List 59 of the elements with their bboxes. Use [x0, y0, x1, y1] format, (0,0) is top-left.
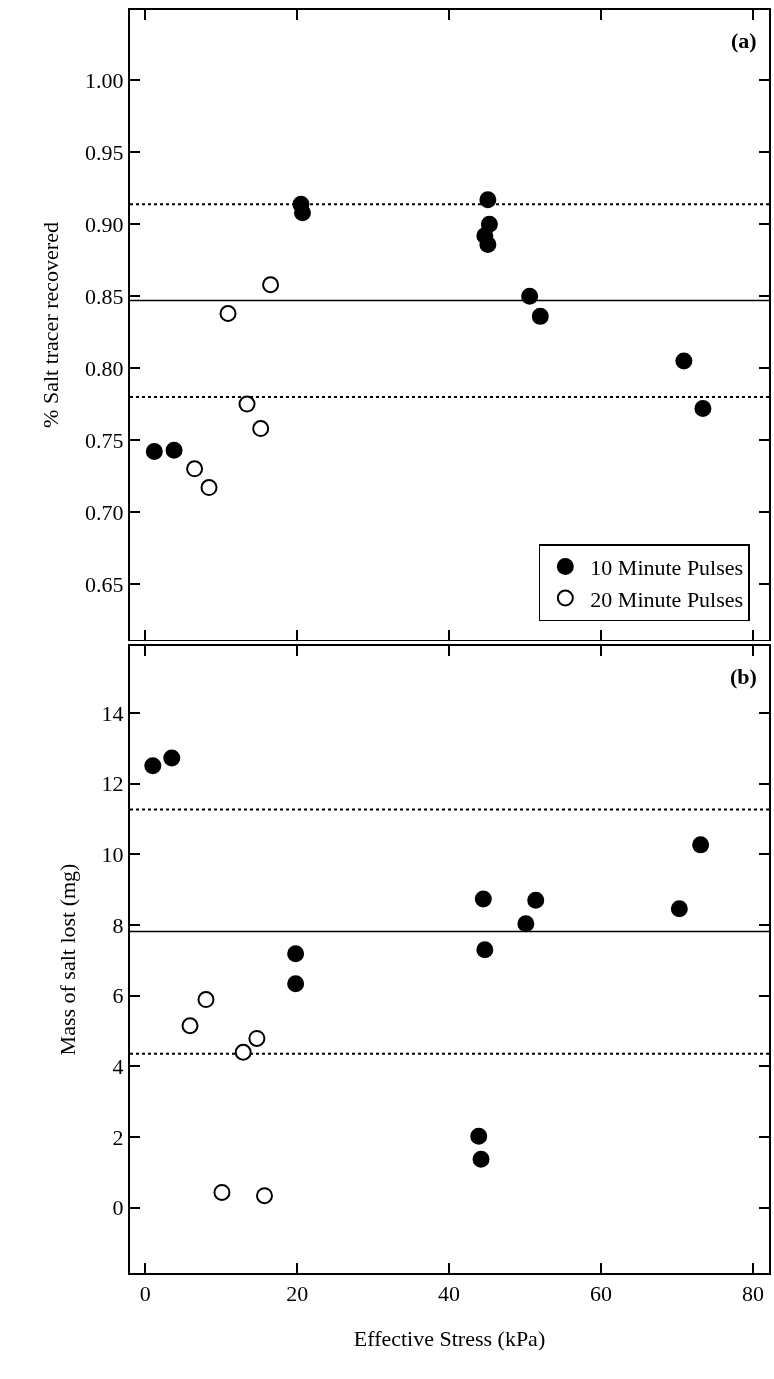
point	[186, 460, 204, 478]
point	[675, 352, 693, 370]
point	[531, 307, 549, 325]
annotation: (a)	[731, 28, 757, 53]
point	[256, 1187, 273, 1205]
x-tick-label: 40	[438, 1281, 461, 1307]
y-tick-label: 4	[112, 1054, 124, 1080]
point	[472, 1150, 490, 1168]
x-tick-label: 20	[286, 1281, 309, 1307]
point	[670, 900, 688, 918]
y-tick-label: 6	[112, 983, 124, 1009]
y-tick-label: 0.85	[85, 283, 124, 309]
y-axis-title: Mass of salt lost (mg)	[54, 863, 80, 1056]
point	[197, 991, 215, 1009]
point	[287, 945, 305, 963]
y-axis-title: % Salt tracer recovered	[38, 222, 64, 428]
point	[474, 890, 492, 908]
legend-label: 20 Minute Pulses	[590, 586, 744, 612]
y-tick-label: 12	[101, 771, 124, 797]
point	[476, 941, 494, 959]
y-tick-label: 14	[101, 700, 124, 726]
point	[200, 479, 218, 497]
x-axis-title: Effective Stress (kPa)	[353, 1325, 546, 1351]
point	[287, 975, 305, 993]
y-tick-label: 10	[101, 842, 124, 868]
point	[234, 1043, 252, 1061]
point	[165, 441, 183, 459]
point	[248, 1029, 266, 1047]
legend-label: 10 Minute Pulses	[590, 554, 744, 580]
point	[694, 399, 712, 417]
point	[262, 276, 280, 294]
point	[527, 891, 545, 909]
point	[517, 915, 535, 933]
point	[219, 304, 237, 322]
y-tick-label: 0.75	[85, 427, 124, 453]
y-tick-label: 0.95	[85, 140, 124, 166]
x-tick-label: 60	[590, 1281, 613, 1307]
point	[521, 287, 539, 305]
point	[692, 836, 710, 854]
y-tick-label: 0.70	[85, 499, 124, 525]
point	[163, 749, 181, 767]
point	[479, 191, 497, 209]
y-tick-label: 1.00	[85, 68, 124, 94]
y-tick-label: 0.90	[85, 212, 124, 238]
x-tick-label: 0	[139, 1281, 151, 1307]
point	[144, 757, 162, 775]
point	[470, 1127, 488, 1145]
y-tick-label: 0	[112, 1195, 124, 1221]
annotation: (b)	[730, 664, 757, 689]
y-tick-label: 0.65	[85, 571, 124, 597]
point	[181, 1017, 199, 1035]
y-tick-label: 2	[112, 1124, 124, 1150]
point	[213, 1183, 231, 1201]
point	[252, 420, 270, 438]
y-tick-label: 8	[112, 912, 124, 938]
x-tick-label: 80	[742, 1281, 765, 1307]
y-tick-label: 0.80	[85, 355, 124, 381]
point	[145, 443, 163, 461]
point	[238, 395, 256, 413]
